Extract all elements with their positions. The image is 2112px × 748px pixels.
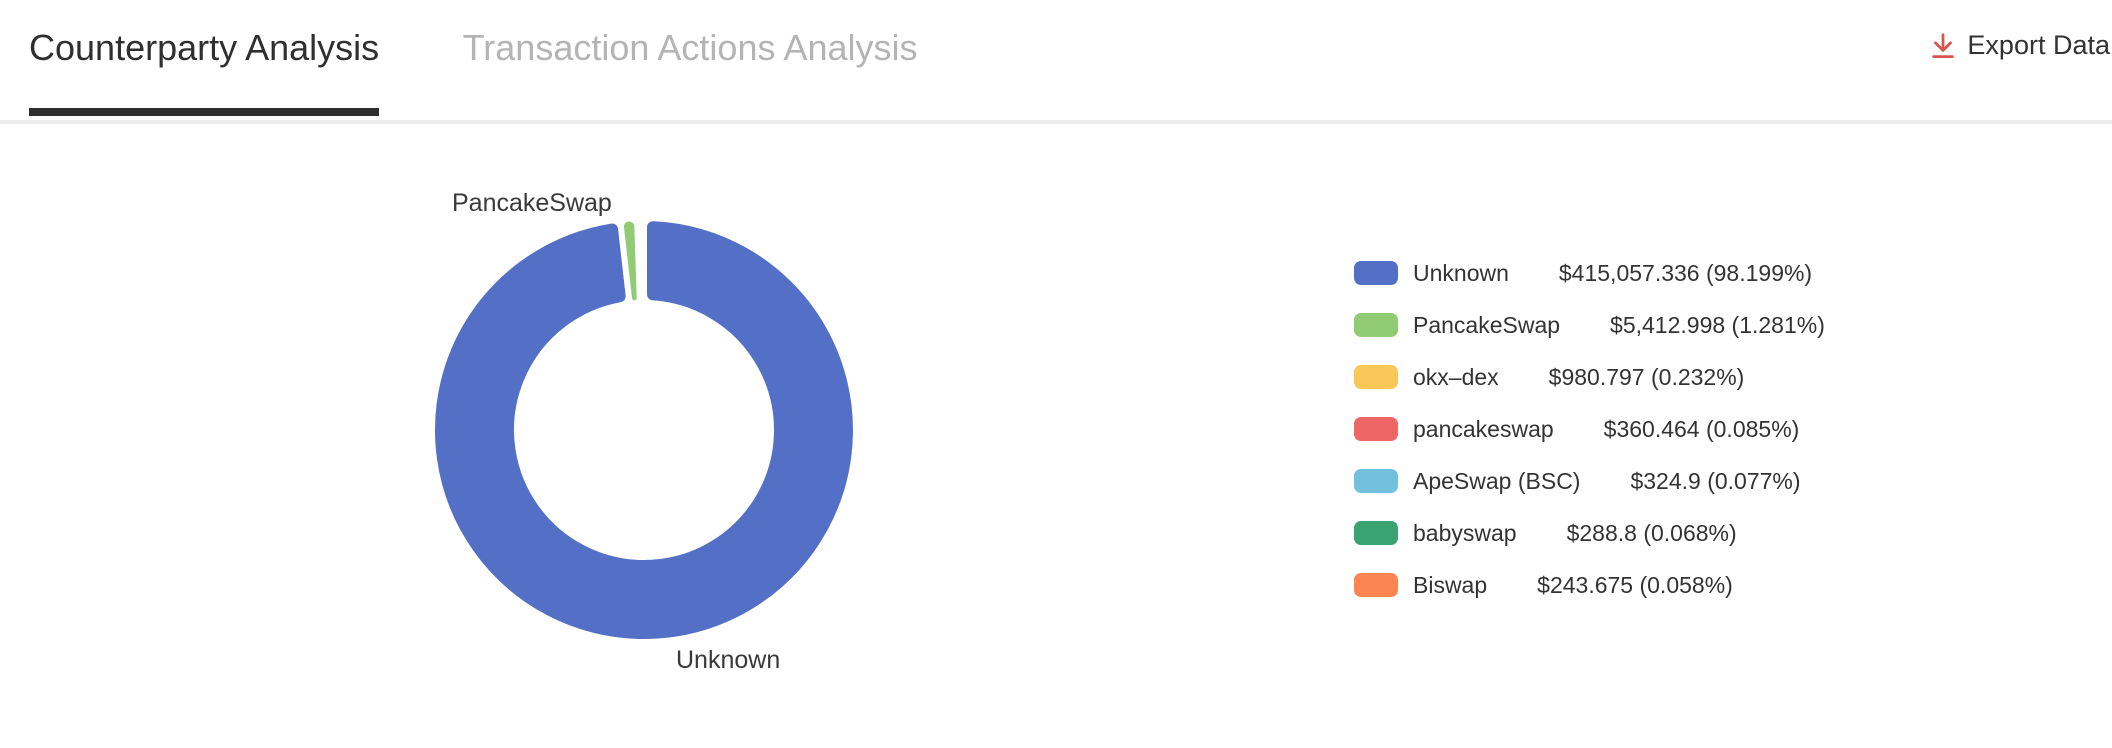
legend-item-babyswap[interactable]: babyswap $288.8 (0.068%) [1354,507,1825,559]
export-data-label: Export Data [1967,30,2110,60]
pie-slice-pancakeswap[interactable] [618,215,643,307]
legend-label: okx–dex [1413,363,1499,390]
legend-label: Unknown [1413,259,1509,286]
legend-label: Biswap [1413,571,1488,598]
legend-swatch [1354,313,1398,337]
legend-item-pancakeswap[interactable]: pancakeswap $360.464 (0.085%) [1354,403,1825,455]
legend-label: PancakeSwap [1413,311,1561,338]
pie-slice-unknown[interactable] [428,215,859,645]
legend-value: $980.797 (0.232%) [1548,363,1745,390]
legend-item-apeswap-bsc-[interactable]: ApeSwap (BSC) $324.9 (0.077%) [1354,455,1825,507]
legend-swatch [1354,521,1398,545]
legend-item-pancakeswap[interactable]: PancakeSwap $5,412.998 (1.281%) [1354,299,1825,351]
legend-item-unknown[interactable]: Unknown $415,057.336 (98.199%) [1354,247,1825,299]
legend-value: $5,412.998 (1.281%) [1610,311,1825,338]
legend-swatch [1354,573,1398,597]
tab-label: Transaction Actions Analysis [462,27,918,68]
chart-area: PancakeSwap Unknown Unknown $415,057.336 (… [0,128,2112,748]
tab-counterparty-analysis[interactable]: Counterparty Analysis [29,0,380,116]
download-icon [1932,32,1955,58]
donut-chart [428,215,859,645]
export-data-button[interactable]: Export Data [1928,30,2110,61]
legend-label: pancakeswap [1413,415,1554,442]
legend-swatch [1354,365,1398,389]
legend-label: ApeSwap (BSC) [1413,467,1581,494]
slice-label-pancakeswap: PancakeSwap [452,189,612,217]
slice-label-unknown: Unknown [676,646,781,674]
chart-legend: Unknown $415,057.336 (98.199%) PancakeSwap… [1354,247,1825,611]
legend-value: $243.675 (0.058%) [1537,571,1733,598]
tab-transaction-actions-analysis[interactable]: Transaction Actions Analysis [463,0,918,70]
legend-swatch [1354,417,1398,441]
legend-value: $324.9 (0.077%) [1630,467,1801,494]
legend-item-okx-dex[interactable]: okx–dex $980.797 (0.232%) [1354,351,1825,403]
legend-swatch [1354,469,1398,493]
legend-label: babyswap [1413,519,1517,546]
legend-swatch [1354,261,1398,285]
active-tab-underline [29,108,380,116]
legend-value: $415,057.336 (98.199%) [1558,259,1813,286]
legend-value: $288.8 (0.068%) [1566,519,1737,546]
legend-value: $360.464 (0.085%) [1603,415,1800,442]
tab-label: Counterparty Analysis [29,27,380,68]
legend-item-biswap[interactable]: Biswap $243.675 (0.058%) [1354,559,1825,611]
tab-bar: Counterparty Analysis Transaction Action… [0,0,2112,124]
